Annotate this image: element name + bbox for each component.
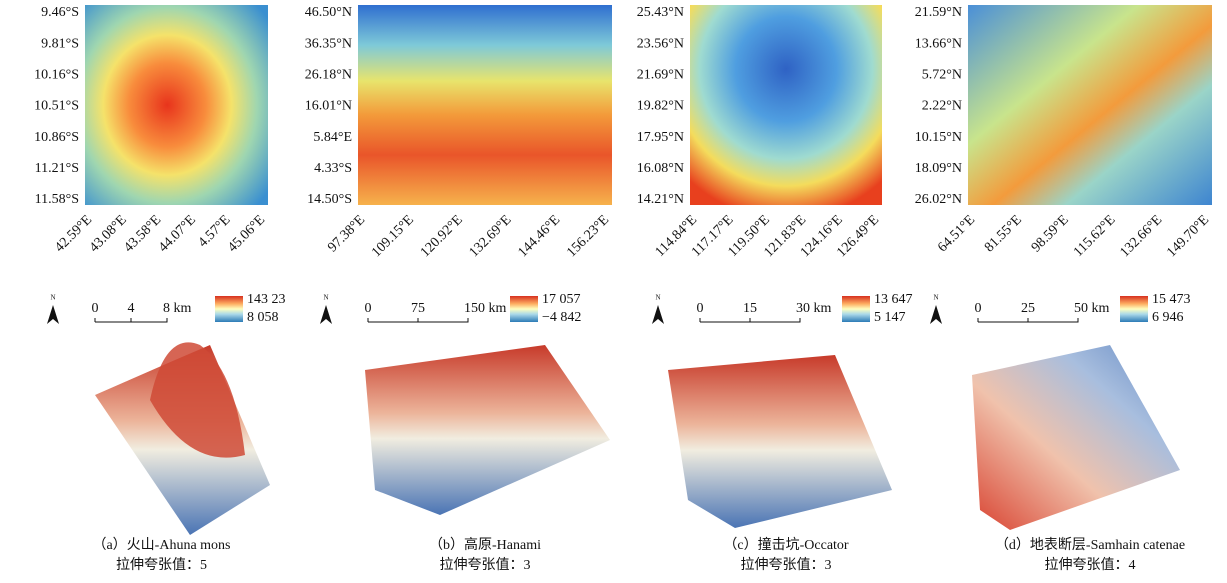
- x-label: 97.38°E: [325, 212, 368, 255]
- y-label: 18.09°N: [915, 161, 962, 176]
- x-label: 115.62°E: [1071, 212, 1118, 259]
- y-label: 10.86°S: [34, 130, 79, 145]
- y-label: 9.81°S: [41, 36, 79, 51]
- y-label: 10.16°S: [34, 68, 79, 83]
- y-label: 14.21°N: [637, 192, 684, 207]
- stretch-label: 拉伸夸张值：3: [440, 557, 531, 573]
- y-label: 14.50°S: [307, 192, 352, 207]
- scale-label: 0: [92, 301, 99, 316]
- x-label: 120.92°E: [418, 212, 466, 260]
- terrain-peak: [150, 342, 245, 458]
- x-label: 144.46°E: [515, 212, 563, 260]
- x-label: 42.59°E: [52, 212, 95, 255]
- y-label: 46.50°N: [305, 5, 352, 20]
- caption: （a）火山-Ahuna mons: [92, 537, 230, 553]
- legend-label: 8 058: [247, 310, 279, 325]
- y-label: 26.18°N: [305, 68, 352, 83]
- dem-map: [85, 5, 268, 205]
- y-label: 21.69°N: [637, 68, 684, 83]
- scale-label: 4: [128, 301, 135, 316]
- scale-label: 0: [975, 301, 982, 316]
- x-label: 149.70°E: [1164, 212, 1212, 260]
- y-label: 10.15°N: [915, 130, 962, 145]
- north-arrow: [652, 305, 664, 324]
- y-label: 5.72°N: [922, 68, 962, 83]
- y-label: 25.43°N: [637, 5, 684, 20]
- x-label: 43.58°E: [121, 212, 164, 255]
- legend-label: 143 23: [247, 292, 286, 307]
- legend-label: 17 057: [542, 292, 581, 307]
- y-label: 21.59°N: [915, 5, 962, 20]
- terrain-3d: [365, 345, 610, 515]
- north-label: N: [50, 294, 55, 302]
- north-arrow: [930, 305, 942, 324]
- scale-bar: [977, 318, 1079, 323]
- stretch-label: 拉伸夸张值：3: [741, 557, 832, 573]
- north-arrow: [320, 305, 332, 324]
- y-label: 2.22°N: [922, 99, 962, 114]
- dem-map: [968, 5, 1212, 205]
- scale-label: 0: [697, 301, 704, 316]
- x-label: 109.15°E: [369, 212, 417, 260]
- scale-label: 25: [1021, 301, 1035, 316]
- scale-bar: [367, 318, 469, 323]
- color-legend: [1120, 296, 1148, 322]
- scale-label: 50 km: [1074, 301, 1110, 316]
- x-label: 98.59°E: [1029, 212, 1072, 255]
- scale-label: 0: [365, 301, 372, 316]
- y-label: 16.01°N: [305, 99, 352, 114]
- legend-label: −4 842: [542, 310, 581, 325]
- north-label: N: [655, 294, 660, 302]
- x-label: 132.69°E: [467, 212, 515, 260]
- x-label: 45.06°E: [225, 212, 268, 255]
- north-label: N: [323, 294, 328, 302]
- terrain-3d: [668, 355, 892, 528]
- y-label: 26.02°N: [915, 192, 962, 207]
- y-label: 11.21°S: [35, 161, 79, 176]
- x-label: 132.66°E: [1117, 212, 1165, 260]
- stretch-label: 拉伸夸张值：4: [1045, 557, 1136, 573]
- north-label: N: [933, 294, 938, 302]
- scale-label: 150 km: [464, 301, 507, 316]
- x-label: 156.23°E: [564, 212, 612, 260]
- x-label: 64.51°E: [935, 212, 978, 255]
- caption: （c）撞击坑-Occator: [723, 537, 849, 553]
- caption: （d）地表断层-Samhain catenae: [995, 537, 1185, 553]
- scale-label: 75: [411, 301, 425, 316]
- scale-bar: [699, 318, 801, 323]
- scale-label: 15: [743, 301, 757, 316]
- y-label: 5.84°E: [313, 130, 352, 145]
- legend-label: 6 946: [1152, 310, 1184, 325]
- scale-label: 30 km: [796, 301, 832, 316]
- legend-label: 5 147: [874, 310, 906, 325]
- north-arrow: [47, 305, 59, 324]
- y-label: 23.56°N: [637, 36, 684, 51]
- y-label: 10.51°S: [34, 99, 79, 114]
- y-label: 36.35°N: [305, 36, 352, 51]
- dem-map: [358, 5, 612, 205]
- color-legend: [510, 296, 538, 322]
- stretch-label: 拉伸夸张值：5: [116, 557, 207, 573]
- color-legend: [215, 296, 243, 322]
- legend-label: 15 473: [1152, 292, 1191, 307]
- dem-map: [690, 5, 882, 205]
- scale-bar: [94, 318, 168, 323]
- y-label: 4.33°S: [314, 161, 352, 176]
- y-label: 17.95°N: [637, 130, 684, 145]
- x-label: 81.55°E: [982, 212, 1025, 255]
- legend-label: 13 647: [874, 292, 913, 307]
- color-legend: [842, 296, 870, 322]
- y-label: 13.66°N: [915, 36, 962, 51]
- y-label: 16.08°N: [637, 161, 684, 176]
- scale-label: 8 km: [163, 301, 192, 316]
- x-label: 43.08°E: [87, 212, 130, 255]
- caption: （b）高原-Hanami: [429, 536, 541, 553]
- x-label: 44.07°E: [156, 212, 199, 255]
- y-label: 19.82°N: [637, 99, 684, 114]
- terrain-3d: [972, 345, 1180, 530]
- y-label: 9.46°S: [41, 5, 79, 20]
- y-label: 11.58°S: [35, 192, 79, 207]
